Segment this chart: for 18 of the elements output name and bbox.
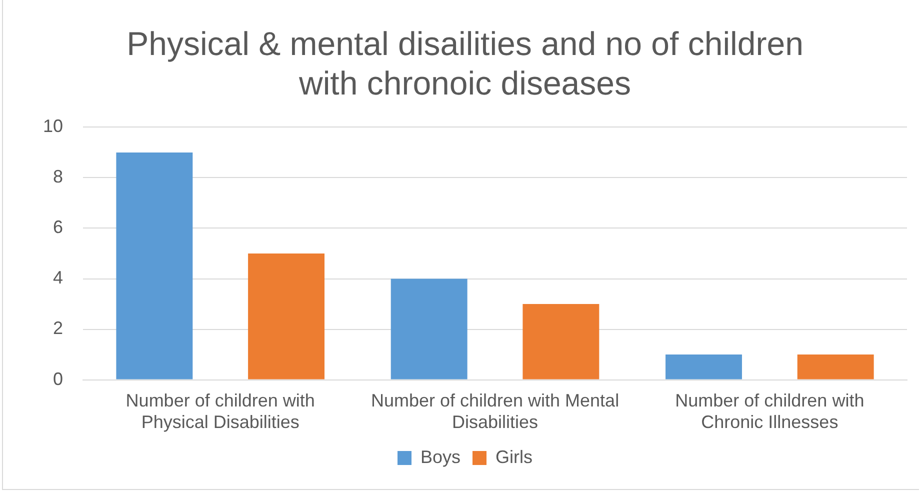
bar bbox=[390, 278, 468, 380]
y-tick-label: 4 bbox=[53, 268, 64, 288]
bar bbox=[797, 354, 874, 380]
bar bbox=[248, 254, 324, 380]
legend-label: Boys bbox=[420, 446, 461, 467]
y-tick-label: 0 bbox=[53, 368, 64, 389]
x-tick-label: Number of children with Mental Disabilities bbox=[370, 390, 620, 432]
y-tick-label: 10 bbox=[42, 116, 64, 136]
legend-label: Girls bbox=[496, 446, 533, 467]
chart-title: Physical & mental disailities and no of children with chronoic diseases bbox=[126, 24, 804, 102]
bar bbox=[116, 152, 193, 380]
y-tick-label: 2 bbox=[53, 318, 64, 338]
y-tick-label: 8 bbox=[53, 166, 64, 187]
bar bbox=[666, 354, 742, 380]
bar bbox=[522, 304, 600, 380]
y-tick-label: 6 bbox=[53, 217, 64, 238]
x-tick-label: Number of children with Chronic Illnesses bbox=[675, 390, 864, 432]
x-tick-label: Number of children with Physical Disabilities bbox=[126, 390, 315, 432]
